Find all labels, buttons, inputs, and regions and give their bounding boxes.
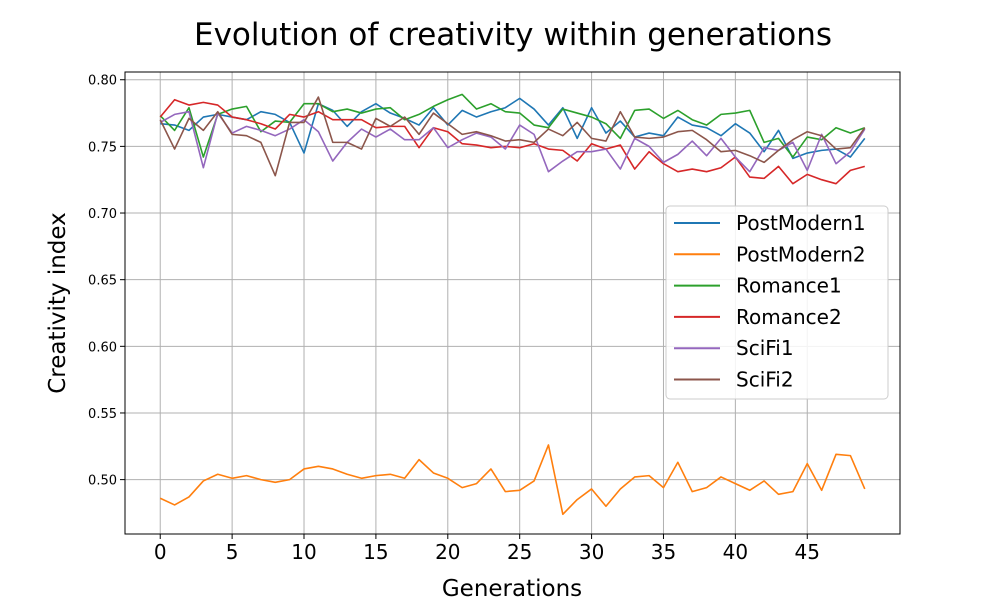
y-tick-label: 0.80 — [88, 74, 117, 89]
y-tick-label: 0.65 — [88, 274, 117, 289]
legend-label-scifi1: SciFi1 — [736, 336, 794, 360]
x-tick-label: 30 — [579, 540, 604, 564]
series-line-scifi2 — [159, 96, 866, 177]
x-tick-label: 0 — [154, 540, 167, 564]
y-tick-label: 0.50 — [88, 474, 117, 489]
y-tick-label: 0.55 — [88, 407, 117, 422]
series-lines — [159, 93, 866, 516]
series-line-scifi1 — [159, 110, 866, 173]
legend: PostModern1 PostModern2 Romance1 Romance2 Sc… — [665, 205, 889, 400]
series-line-romance1 — [159, 93, 866, 158]
x-axis-ticks: 0 5 10 15 20 25 30 35 40 45 — [154, 534, 820, 564]
legend-box — [665, 205, 889, 400]
x-tick-label: 5 — [226, 540, 239, 564]
x-tick-label: 20 — [435, 540, 460, 564]
y-axis-ticks: 0.50 0.55 0.60 0.65 0.70 0.75 0.80 — [88, 74, 125, 489]
legend-label-postmodern1: PostModern1 — [736, 211, 866, 235]
x-axis-label: Generations — [442, 576, 582, 600]
x-tick-label: 15 — [363, 540, 388, 564]
legend-label-romance1: Romance1 — [736, 274, 842, 298]
x-tick-label: 10 — [291, 540, 316, 564]
chart-title: Evolution of creativity within generatio… — [194, 17, 832, 53]
series-line-postmodern2 — [159, 444, 866, 516]
legend-label-scifi2: SciFi2 — [736, 368, 794, 392]
series-line-romance2 — [159, 98, 865, 185]
x-tick-label: 40 — [723, 540, 748, 564]
legend-label-romance2: Romance2 — [736, 305, 842, 329]
x-tick-label: 25 — [507, 540, 532, 564]
y-tick-label: 0.75 — [88, 140, 117, 155]
series-line-postmodern1 — [160, 97, 866, 160]
y-axis-label: Creativity index — [45, 212, 71, 394]
x-tick-label: 45 — [795, 540, 820, 564]
plot-frame — [124, 71, 901, 535]
legend-label-postmodern2: PostModern2 — [736, 242, 866, 266]
x-tick-label: 35 — [651, 540, 676, 564]
y-tick-label: 0.70 — [88, 207, 117, 222]
y-tick-label: 0.60 — [88, 340, 117, 355]
